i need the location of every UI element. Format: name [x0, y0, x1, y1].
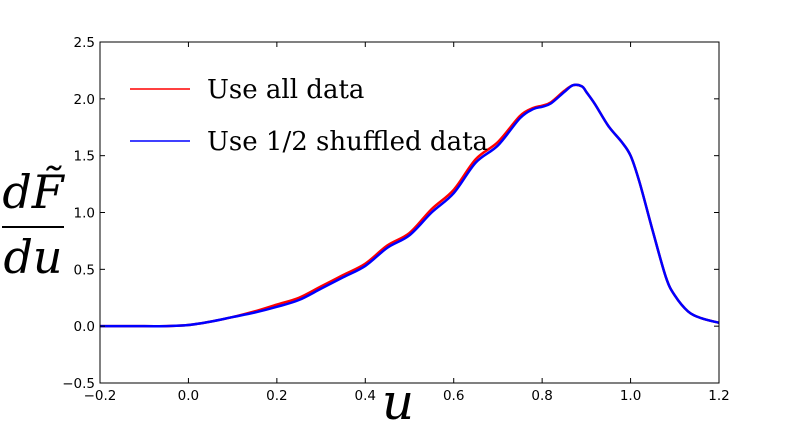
x-tick-label: 0.6: [443, 388, 464, 404]
y-tick-label: 0.5: [74, 262, 95, 278]
plot-background: [100, 42, 719, 383]
y-tick-label: 1.5: [74, 149, 95, 165]
ticks-layer: −0.2 0.0 0.2 0.4 0.6 0.8 1.0 1.2 −0.5 0.0 0.5 1.0 1.…: [62, 35, 730, 404]
y-axis-label-denominator: du: [3, 230, 62, 284]
x-tick-label: −0.2: [84, 388, 117, 404]
y-tick-label: 2.0: [74, 92, 95, 108]
y-tick-label: −0.5: [62, 376, 95, 392]
plot-frame: [99, 41, 720, 384]
x-tick-label: 0.2: [266, 388, 287, 404]
legend: Use all data Use 1/2 shuffled data: [130, 75, 488, 157]
y-tick-label: 0.0: [74, 319, 95, 335]
x-tick-label: 0.0: [178, 388, 199, 404]
series-layer: [100, 83, 720, 328]
y-axis-label-numerator: dF̃: [2, 165, 65, 219]
series-line-shuffled-data: [100, 83, 720, 328]
x-tick-label: 0.4: [355, 388, 376, 404]
x-tick-label: 1.0: [620, 388, 641, 404]
legend-label-shuffled-data: Use 1/2 shuffled data: [207, 127, 488, 157]
x-tick-label: 1.2: [708, 388, 729, 404]
y-tick-label: 2.5: [74, 35, 95, 51]
y-axis-label: dF̃ du: [2, 165, 66, 284]
y-tick-label: 1.0: [74, 206, 95, 222]
legend-label-all-data: Use all data: [207, 75, 364, 105]
x-tick-label: 0.8: [531, 388, 552, 404]
x-axis-label: u: [382, 373, 414, 426]
